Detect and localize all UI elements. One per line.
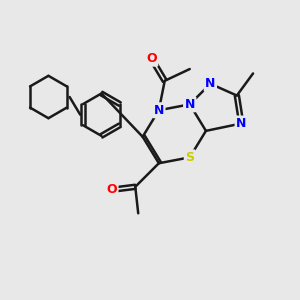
Text: N: N [154,104,164,117]
Text: N: N [184,98,195,111]
Text: N: N [236,117,247,130]
Text: N: N [205,77,215,90]
Text: O: O [106,183,117,196]
Text: O: O [146,52,157,65]
Text: S: S [185,151,194,164]
